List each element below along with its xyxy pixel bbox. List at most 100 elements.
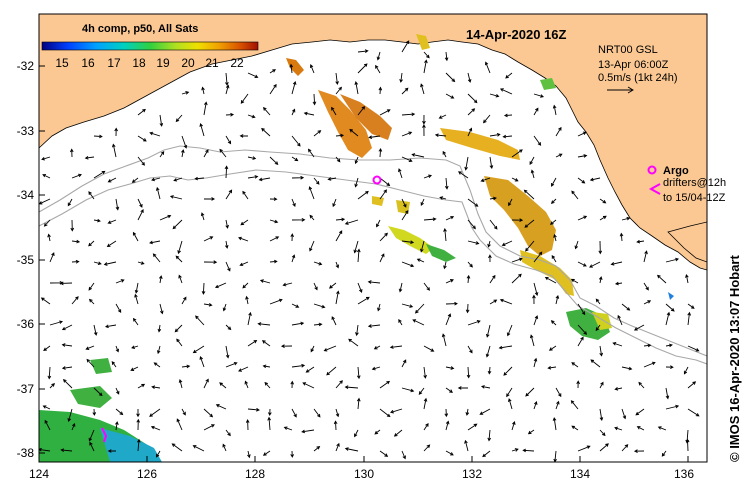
current-vector bbox=[590, 359, 601, 368]
current-vector bbox=[261, 127, 271, 137]
current-vector bbox=[181, 135, 188, 149]
current-vector bbox=[115, 421, 119, 431]
current-vector bbox=[523, 189, 535, 200]
current-vector bbox=[71, 239, 81, 244]
current-vector bbox=[467, 261, 473, 268]
current-vector bbox=[423, 282, 430, 291]
current-vector bbox=[499, 88, 513, 95]
current-vector bbox=[505, 72, 513, 79]
x-tick-label: 128 bbox=[245, 467, 265, 481]
current-vector bbox=[532, 294, 536, 305]
current-vector bbox=[389, 345, 403, 349]
current-vector bbox=[344, 447, 359, 452]
current-vector bbox=[354, 81, 359, 95]
current-vector bbox=[335, 156, 341, 163]
current-vector bbox=[599, 408, 604, 422]
current-vector bbox=[305, 366, 315, 373]
current-vector bbox=[529, 156, 535, 166]
current-vector bbox=[301, 429, 315, 434]
bathymetry-contours bbox=[39, 145, 707, 365]
current-vector bbox=[178, 378, 183, 389]
current-vector bbox=[269, 156, 279, 165]
current-vector bbox=[445, 72, 456, 83]
current-vector bbox=[420, 198, 425, 206]
current-vector bbox=[225, 219, 229, 229]
current-vector bbox=[485, 324, 491, 338]
current-vector bbox=[445, 387, 453, 393]
current-vector bbox=[643, 300, 652, 305]
current-vector bbox=[401, 261, 415, 268]
current-vector bbox=[441, 333, 447, 347]
current-vector bbox=[335, 133, 345, 138]
current-vector bbox=[71, 296, 79, 305]
current-vector bbox=[511, 218, 524, 222]
current-vector bbox=[289, 63, 294, 74]
current-vector bbox=[353, 240, 359, 254]
current-vector bbox=[224, 165, 229, 179]
current-vector bbox=[533, 401, 538, 410]
current-vector bbox=[595, 298, 601, 305]
current-vector bbox=[445, 301, 458, 306]
current-vector bbox=[331, 316, 337, 326]
current-vector bbox=[665, 257, 680, 263]
current-vector bbox=[533, 315, 539, 326]
current-vector bbox=[378, 147, 383, 158]
current-vector bbox=[511, 448, 519, 452]
current-vector bbox=[262, 364, 271, 369]
current-vector bbox=[527, 429, 535, 435]
current-vector bbox=[511, 257, 523, 263]
current-vector bbox=[685, 438, 690, 452]
current-vector bbox=[225, 135, 232, 145]
current-vector bbox=[661, 450, 667, 457]
current-vector bbox=[533, 282, 539, 297]
credit-text: © IMOS 16-Apr-2020 13:07 Hobart bbox=[727, 255, 742, 462]
current-vector bbox=[357, 282, 363, 293]
current-vector bbox=[399, 72, 403, 83]
current-vector bbox=[348, 338, 359, 347]
current-vector bbox=[225, 84, 230, 95]
current-vector bbox=[355, 324, 359, 337]
current-vector bbox=[280, 344, 293, 348]
current-vector bbox=[171, 443, 183, 452]
current-vector bbox=[373, 345, 381, 350]
x-tick-label: 126 bbox=[137, 467, 157, 481]
current-vector bbox=[643, 250, 648, 263]
current-vector bbox=[261, 340, 271, 347]
current-vector bbox=[589, 261, 601, 268]
current-vector bbox=[70, 219, 75, 232]
current-vector bbox=[195, 315, 205, 326]
current-vector bbox=[577, 336, 584, 347]
current-vector bbox=[367, 324, 381, 328]
current-vector bbox=[181, 149, 185, 158]
current-vector bbox=[571, 362, 579, 368]
current-vector bbox=[555, 294, 560, 305]
current-vector bbox=[577, 261, 587, 267]
current-vector bbox=[151, 177, 161, 182]
current-vector bbox=[643, 343, 652, 348]
current-vector bbox=[445, 366, 455, 370]
current-vector bbox=[621, 366, 633, 371]
current-vector bbox=[465, 408, 470, 416]
current-vector bbox=[465, 303, 470, 314]
current-vector bbox=[331, 106, 337, 116]
current-vector bbox=[115, 345, 120, 353]
current-vector bbox=[589, 177, 601, 182]
current-vector bbox=[599, 215, 607, 221]
current-vector bbox=[114, 127, 118, 137]
current-vector bbox=[344, 385, 359, 389]
current-vector bbox=[687, 381, 697, 389]
current-vector bbox=[633, 449, 645, 453]
current-vector bbox=[445, 93, 455, 99]
current-vector bbox=[349, 128, 359, 137]
current-vector bbox=[313, 303, 326, 309]
current-vector bbox=[621, 444, 629, 452]
current-vector bbox=[489, 219, 498, 230]
current-vector bbox=[599, 443, 609, 452]
colorbar-tick: 15 bbox=[55, 56, 69, 70]
current-vector bbox=[357, 105, 366, 116]
current-vector bbox=[247, 114, 256, 119]
current-vector bbox=[159, 303, 164, 315]
current-vector bbox=[375, 64, 381, 74]
current-vector bbox=[533, 107, 539, 116]
current-vector bbox=[107, 219, 117, 224]
